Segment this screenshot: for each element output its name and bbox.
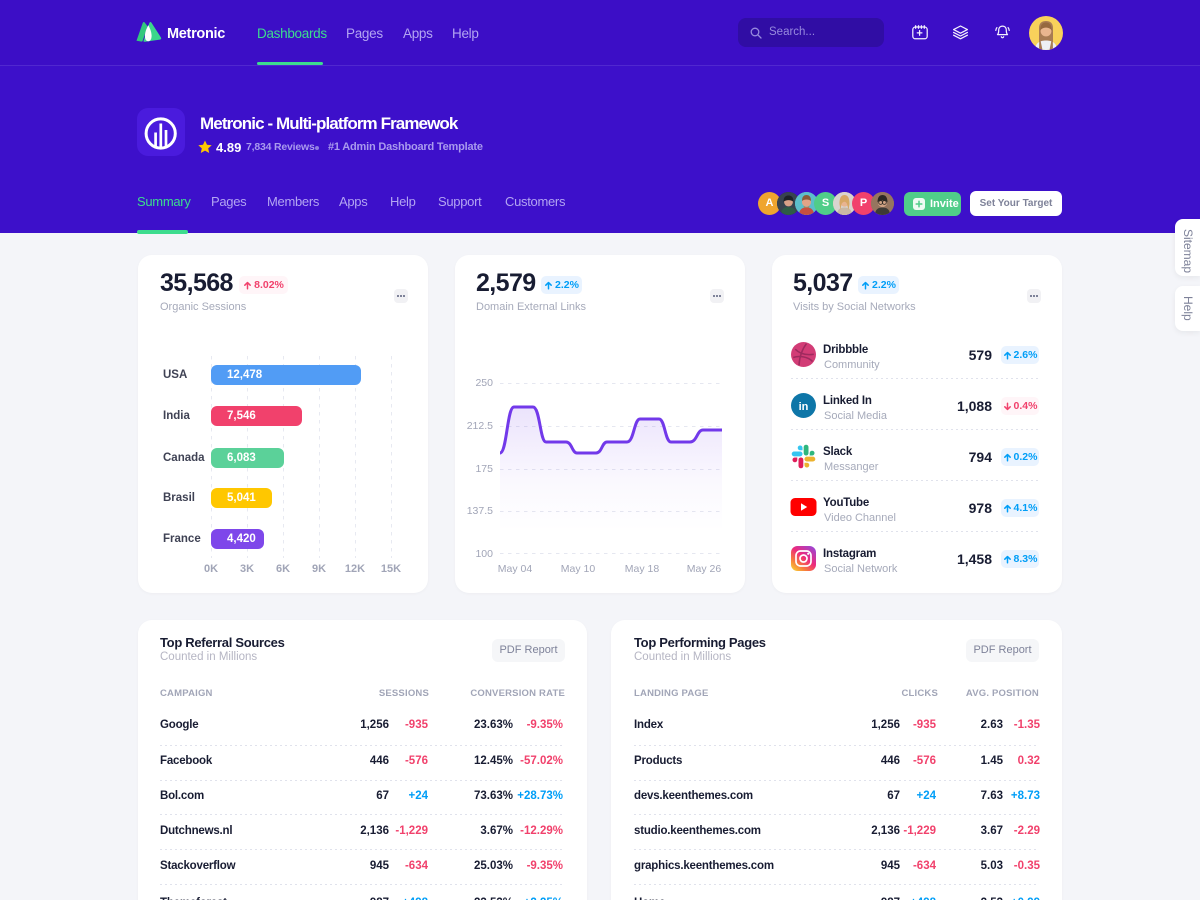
svg-text:in: in [799, 401, 809, 413]
